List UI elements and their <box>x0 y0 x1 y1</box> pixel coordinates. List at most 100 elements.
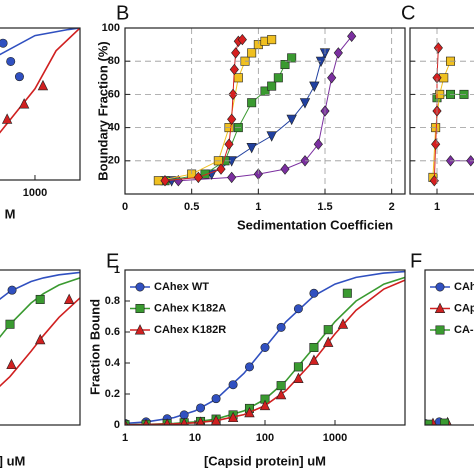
point <box>125 418 129 425</box>
point <box>14 72 24 82</box>
x-tick-label: 0.5 <box>184 201 199 213</box>
point <box>425 419 433 425</box>
point <box>35 294 45 304</box>
point <box>163 418 171 425</box>
point <box>308 354 320 365</box>
point <box>180 417 188 425</box>
point <box>275 388 287 400</box>
point <box>231 47 241 59</box>
point <box>246 143 257 154</box>
point <box>244 406 255 418</box>
point <box>0 38 8 48</box>
point <box>309 81 320 92</box>
frame <box>424 269 474 426</box>
point <box>259 399 271 411</box>
point <box>7 285 17 295</box>
panel: F CAh CAp CA-l <box>410 250 474 426</box>
point <box>233 73 243 83</box>
y-tick-label: 60 <box>108 88 120 100</box>
y-axis-label: Boundary Fraction (%) <box>95 41 110 180</box>
y-axis-label: Fraction Bound <box>87 299 102 395</box>
point <box>1 113 13 124</box>
plot-area <box>428 42 474 187</box>
point <box>237 33 247 46</box>
y-tick-label: 1 <box>114 264 120 276</box>
point <box>160 175 170 187</box>
point <box>287 53 297 63</box>
point <box>193 171 203 184</box>
point <box>280 60 290 70</box>
fit-curve <box>0 277 80 339</box>
panel-label: B <box>116 2 129 24</box>
x-tick-label: 1 <box>122 432 128 444</box>
point <box>5 319 15 329</box>
point <box>309 342 319 352</box>
x-tick-label: 1 <box>434 201 440 213</box>
plot-area <box>0 271 80 388</box>
x-axis-label: ] uM <box>0 453 25 468</box>
point <box>228 380 238 390</box>
point <box>63 293 75 304</box>
y-tick-label: 0.8 <box>105 295 120 307</box>
legend-label: CAhex WT <box>154 281 209 293</box>
point <box>6 56 16 66</box>
point <box>315 56 327 68</box>
x-tick-label: 100 <box>256 432 274 444</box>
x-tick-label: 1.5 <box>317 201 332 213</box>
legend-label: CAhex K182A <box>154 302 226 314</box>
point <box>276 381 286 391</box>
legend-marker <box>435 325 445 335</box>
point <box>244 362 254 372</box>
x-tick-label: 1000 <box>323 432 347 444</box>
point <box>267 35 277 45</box>
point <box>196 403 206 413</box>
fit-curve <box>0 28 80 56</box>
x-tick-label: 10 <box>189 432 201 444</box>
point <box>200 169 210 179</box>
x-axis-label: M <box>5 206 16 221</box>
panel: 20 40 60 80 100 0 0.5 1 1.5 2 B Sedimentation Coeff… <box>95 2 406 232</box>
point <box>228 88 238 101</box>
y-tick-label: 40 <box>108 122 120 134</box>
y-tick-label: 100 <box>102 22 120 34</box>
point <box>299 98 311 109</box>
point <box>247 98 257 108</box>
legend-marker <box>434 302 446 314</box>
point <box>227 411 239 423</box>
fit-curve <box>0 297 80 388</box>
panel: 0 0.2 0.4 0.6 0.8 1 1 10 100 1000 E [Capsid protein… <box>87 250 406 468</box>
point <box>313 138 323 150</box>
point <box>333 47 343 59</box>
panel: 1C <box>401 2 474 213</box>
point <box>260 342 270 352</box>
x-axis-label: Sedimentation Coefficien <box>237 217 393 232</box>
x-tick-label: 2 <box>389 201 395 213</box>
x-axis-label: [Capsid protein] uM <box>204 453 326 468</box>
point <box>276 322 286 332</box>
point <box>293 372 304 384</box>
y-tick-label: 0.4 <box>105 357 121 369</box>
series-line <box>164 39 243 182</box>
panel: ] uM <box>0 269 81 468</box>
point <box>35 333 46 345</box>
point <box>337 318 349 329</box>
frame <box>124 269 406 426</box>
point <box>280 163 290 175</box>
point <box>227 113 237 125</box>
panel-label: F <box>410 250 422 272</box>
frame <box>0 269 81 426</box>
plot-area <box>153 30 357 187</box>
point <box>142 418 150 425</box>
x-tick-label: 0 <box>122 201 128 213</box>
point <box>440 418 450 425</box>
legend-label: CAh <box>454 281 474 293</box>
y-tick-label: 0 <box>114 419 120 431</box>
panel-label: E <box>106 250 119 272</box>
point <box>216 163 226 175</box>
series-line <box>164 57 293 182</box>
point <box>323 336 334 347</box>
point <box>211 394 221 404</box>
point <box>347 30 357 42</box>
point <box>267 81 277 91</box>
